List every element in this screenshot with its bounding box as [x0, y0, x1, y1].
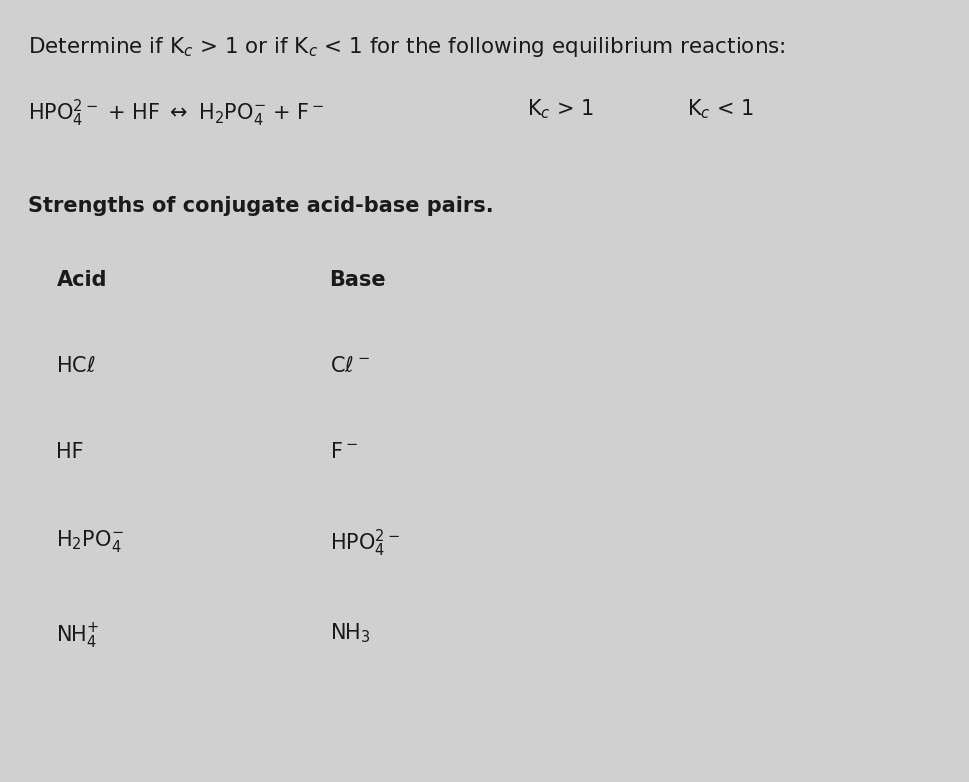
- Text: Acid: Acid: [56, 270, 107, 290]
- Text: C$\ell^-$: C$\ell^-$: [329, 356, 369, 376]
- Text: HPO$_4^{2-}$ + HF $\leftrightarrow$ H$_2$PO$_4^{-}$ + F$^-$: HPO$_4^{2-}$ + HF $\leftrightarrow$ H$_2…: [28, 98, 325, 129]
- Text: HF: HF: [56, 442, 84, 462]
- Text: K$_c$ < 1: K$_c$ < 1: [687, 98, 753, 121]
- Text: K$_c$ > 1: K$_c$ > 1: [527, 98, 593, 121]
- Text: HC$\ell$: HC$\ell$: [56, 356, 96, 376]
- Text: NH$_3$: NH$_3$: [329, 622, 370, 645]
- Text: H$_2$PO$_4^{-}$: H$_2$PO$_4^{-}$: [56, 528, 124, 554]
- Text: HPO$_4^{2-}$: HPO$_4^{2-}$: [329, 528, 399, 559]
- Text: Base: Base: [329, 270, 386, 290]
- Text: Determine if K$_c$ > 1 or if K$_c$ < 1 for the following equilibrium reactions:: Determine if K$_c$ > 1 or if K$_c$ < 1 f…: [28, 35, 785, 59]
- Text: NH$_4^{+}$: NH$_4^{+}$: [56, 622, 100, 651]
- Text: Strengths of conjugate acid-base pairs.: Strengths of conjugate acid-base pairs.: [28, 196, 493, 216]
- Text: F$^-$: F$^-$: [329, 442, 357, 462]
